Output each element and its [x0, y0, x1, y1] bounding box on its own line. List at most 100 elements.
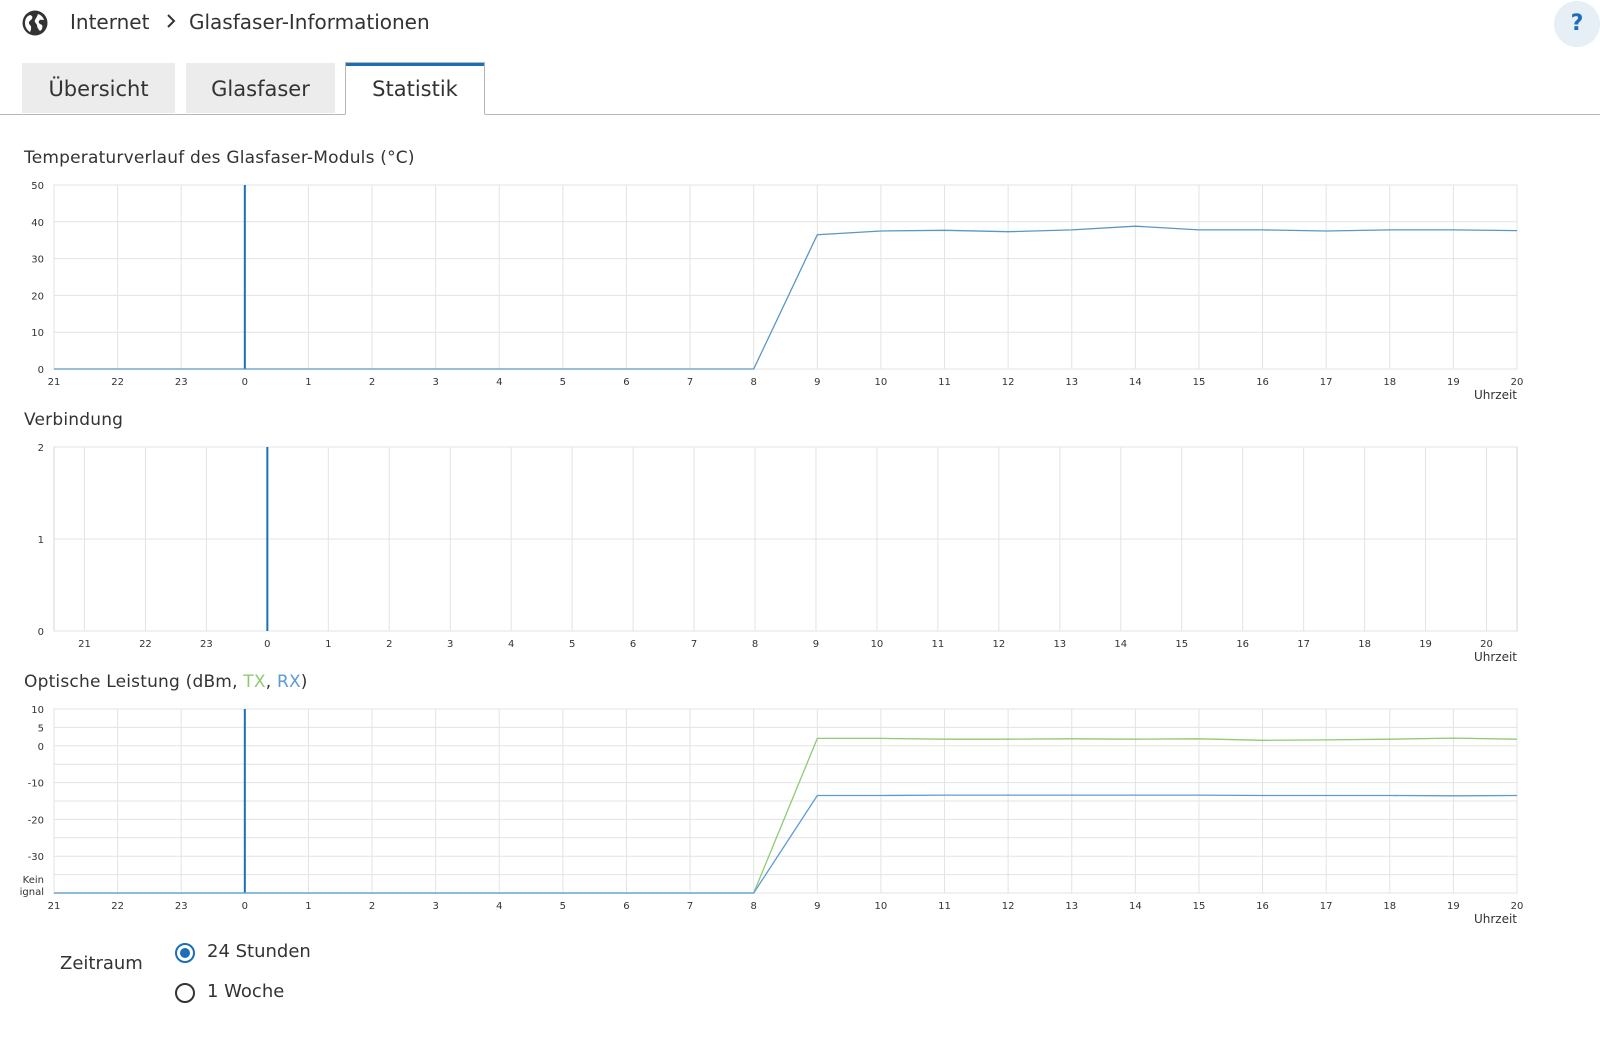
x-tick-label: 11	[932, 639, 945, 650]
y-tick-label: 20	[31, 291, 44, 302]
x-tick-label: 5	[560, 901, 566, 912]
x-tick-label: 7	[691, 639, 697, 650]
x-tick-label: 16	[1256, 377, 1269, 388]
x-tick-label: 21	[48, 901, 61, 912]
zeitraum-label: Zeitraum	[60, 953, 143, 974]
tab-bar: Übersicht Glasfaser Statistik	[0, 62, 1600, 115]
x-tick-label: 1	[325, 639, 331, 650]
optical-title-prefix: Optische Leistung (dBm,	[24, 672, 244, 692]
top-bar: Internet Glasfaser-Informationen ?	[0, 0, 1600, 48]
globe-icon	[22, 10, 48, 36]
x-tick-label: 22	[111, 901, 124, 912]
x-tick-label: 9	[814, 377, 820, 388]
x-tick-label: 18	[1358, 639, 1371, 650]
x-tick-label: 14	[1129, 377, 1142, 388]
x-tick-label: 10	[875, 901, 888, 912]
x-tick-label: 17	[1320, 377, 1333, 388]
x-tick-label: 1	[305, 377, 311, 388]
x-tick-label: 12	[1002, 901, 1015, 912]
series-line-temperature	[54, 225, 1518, 370]
x-tick-label: 17	[1320, 901, 1333, 912]
x-tick-label: 10	[871, 639, 884, 650]
x-tick-label: 22	[111, 377, 124, 388]
x-tick-label: 15	[1193, 377, 1206, 388]
x-tick-label: 8	[751, 377, 757, 388]
breadcrumb-internet[interactable]: Internet	[70, 10, 150, 34]
x-tick-label: 2	[386, 639, 392, 650]
x-tick-label: 4	[496, 901, 502, 912]
x-tick-label: 3	[447, 639, 453, 650]
x-tick-label: 13	[1065, 377, 1078, 388]
x-tick-label: 15	[1193, 901, 1206, 912]
radio-24-stunden-circle[interactable]	[175, 943, 195, 963]
x-tick-label: 6	[630, 639, 636, 650]
x-tick-label: 20	[1511, 377, 1524, 388]
y-tick-label: 0	[38, 365, 44, 376]
x-tick-label: 1	[305, 901, 311, 912]
x-tick-label: 15	[1175, 639, 1188, 650]
x-tick-label: 0	[242, 377, 248, 388]
radio-24-stunden-label[interactable]: 24 Stunden	[207, 941, 311, 962]
y-tick-label: -30	[28, 852, 44, 863]
y-tick-label: 50	[31, 181, 44, 192]
x-tick-label: 12	[992, 639, 1005, 650]
optical-title-tx: TX	[243, 672, 266, 692]
x-tick-label: 23	[200, 639, 213, 650]
connection-chart-title: Verbindung	[24, 410, 124, 430]
x-tick-label: 18	[1383, 901, 1396, 912]
x-tick-label: 12	[1002, 377, 1015, 388]
radio-1-woche-label[interactable]: 1 Woche	[207, 981, 285, 1002]
x-tick-label: 8	[752, 639, 758, 650]
x-tick-label: 22	[139, 639, 152, 650]
tab-uebersicht[interactable]: Übersicht	[22, 63, 175, 113]
y-tick-label: ignal	[20, 887, 44, 898]
plot-area	[53, 184, 1518, 370]
y-tick-label: 1	[38, 535, 44, 546]
x-tick-label: 6	[623, 901, 629, 912]
x-axis-label: Uhrzeit	[1474, 912, 1517, 926]
x-tick-label: 11	[938, 377, 951, 388]
x-tick-label: 11	[938, 901, 951, 912]
x-tick-label: 5	[569, 639, 575, 650]
x-tick-label: 17	[1297, 639, 1310, 650]
breadcrumb-current: Glasfaser-Informationen	[189, 10, 430, 34]
x-tick-label: 20	[1511, 901, 1524, 912]
y-tick-label: -20	[28, 815, 44, 826]
y-tick-label: 30	[31, 255, 44, 266]
x-tick-label: 0	[242, 901, 248, 912]
y-tick-label: Kein	[23, 875, 44, 886]
x-tick-label: 7	[687, 377, 693, 388]
radio-1-woche-circle[interactable]	[175, 983, 195, 1003]
x-tick-label: 4	[508, 639, 514, 650]
y-tick-label: 10	[31, 705, 44, 716]
x-tick-label: 16	[1236, 639, 1249, 650]
help-button[interactable]: ?	[1554, 1, 1600, 47]
y-tick-label: 40	[31, 218, 44, 229]
x-tick-label: 21	[48, 377, 61, 388]
optical-title-suffix: )	[300, 672, 308, 692]
y-tick-label: 0	[38, 742, 44, 753]
x-tick-label: 3	[432, 901, 438, 912]
x-tick-label: 13	[1053, 639, 1066, 650]
y-tick-label: 0	[38, 627, 44, 638]
y-tick-label: 2	[38, 443, 44, 454]
x-tick-label: 19	[1447, 377, 1460, 388]
y-tick-label: 5	[38, 723, 44, 734]
tab-statistik[interactable]: Statistik	[345, 62, 485, 115]
y-tick-label: -10	[28, 779, 44, 790]
x-tick-label: 18	[1383, 377, 1396, 388]
chevron-right-icon	[167, 14, 176, 28]
x-tick-label: 19	[1419, 639, 1432, 650]
x-tick-label: 2	[369, 377, 375, 388]
temperature-chart-title: Temperaturverlauf des Glasfaser-Moduls (…	[24, 148, 415, 168]
x-tick-label: 23	[175, 901, 188, 912]
optical-title-separator: ,	[265, 672, 277, 692]
x-tick-label: 10	[875, 377, 888, 388]
x-tick-label: 5	[560, 377, 566, 388]
tab-glasfaser[interactable]: Glasfaser	[186, 63, 335, 113]
optical-title-rx: RX	[276, 672, 301, 692]
x-tick-label: 8	[751, 901, 757, 912]
